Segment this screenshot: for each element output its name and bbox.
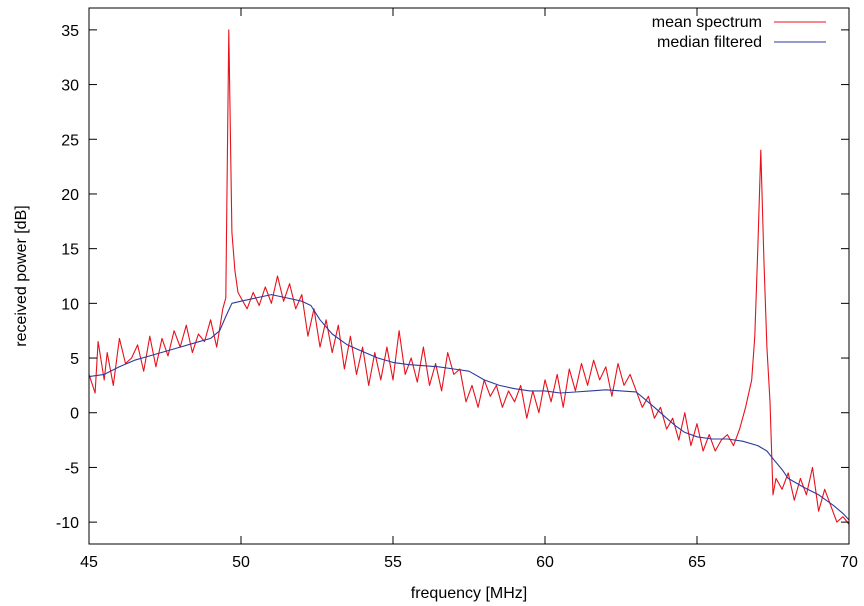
x-axis-label: frequency [MHz] — [411, 585, 527, 602]
y-tick-label: 20 — [61, 187, 79, 204]
x-tick-label: 70 — [840, 554, 858, 571]
legend: mean spectrum median filtered — [652, 14, 826, 51]
y-axis-label: received power [dB] — [13, 205, 30, 346]
y-tick-label: 0 — [70, 406, 79, 423]
x-tick-label: 45 — [80, 554, 98, 571]
y-tick-label: 30 — [61, 78, 79, 95]
ticks-layer: 45 50 55 60 65 70 -10 -5 0 5 10 15 20 25 30 35 — [56, 8, 858, 571]
x-tick-label: 60 — [536, 554, 554, 571]
y-tick-label: -5 — [65, 460, 79, 477]
median-filtered-line — [89, 294, 849, 521]
legend-label-mean-spectrum: mean spectrum — [652, 14, 762, 31]
x-tick-label: 65 — [688, 554, 706, 571]
x-tick-label: 50 — [232, 554, 250, 571]
x-tick-label: 55 — [384, 554, 402, 571]
y-tick-label: 10 — [61, 296, 79, 313]
y-tick-label: 35 — [61, 23, 79, 40]
y-tick-label: 5 — [70, 351, 79, 368]
y-tick-label: -10 — [56, 515, 79, 532]
series-layer — [89, 29, 849, 525]
y-tick-label: 25 — [61, 132, 79, 149]
plot-area-frame — [88, 7, 850, 545]
legend-label-median-filtered: median filtered — [657, 34, 762, 51]
y-tick-label: 15 — [61, 242, 79, 259]
mean-spectrum-line — [89, 29, 849, 525]
